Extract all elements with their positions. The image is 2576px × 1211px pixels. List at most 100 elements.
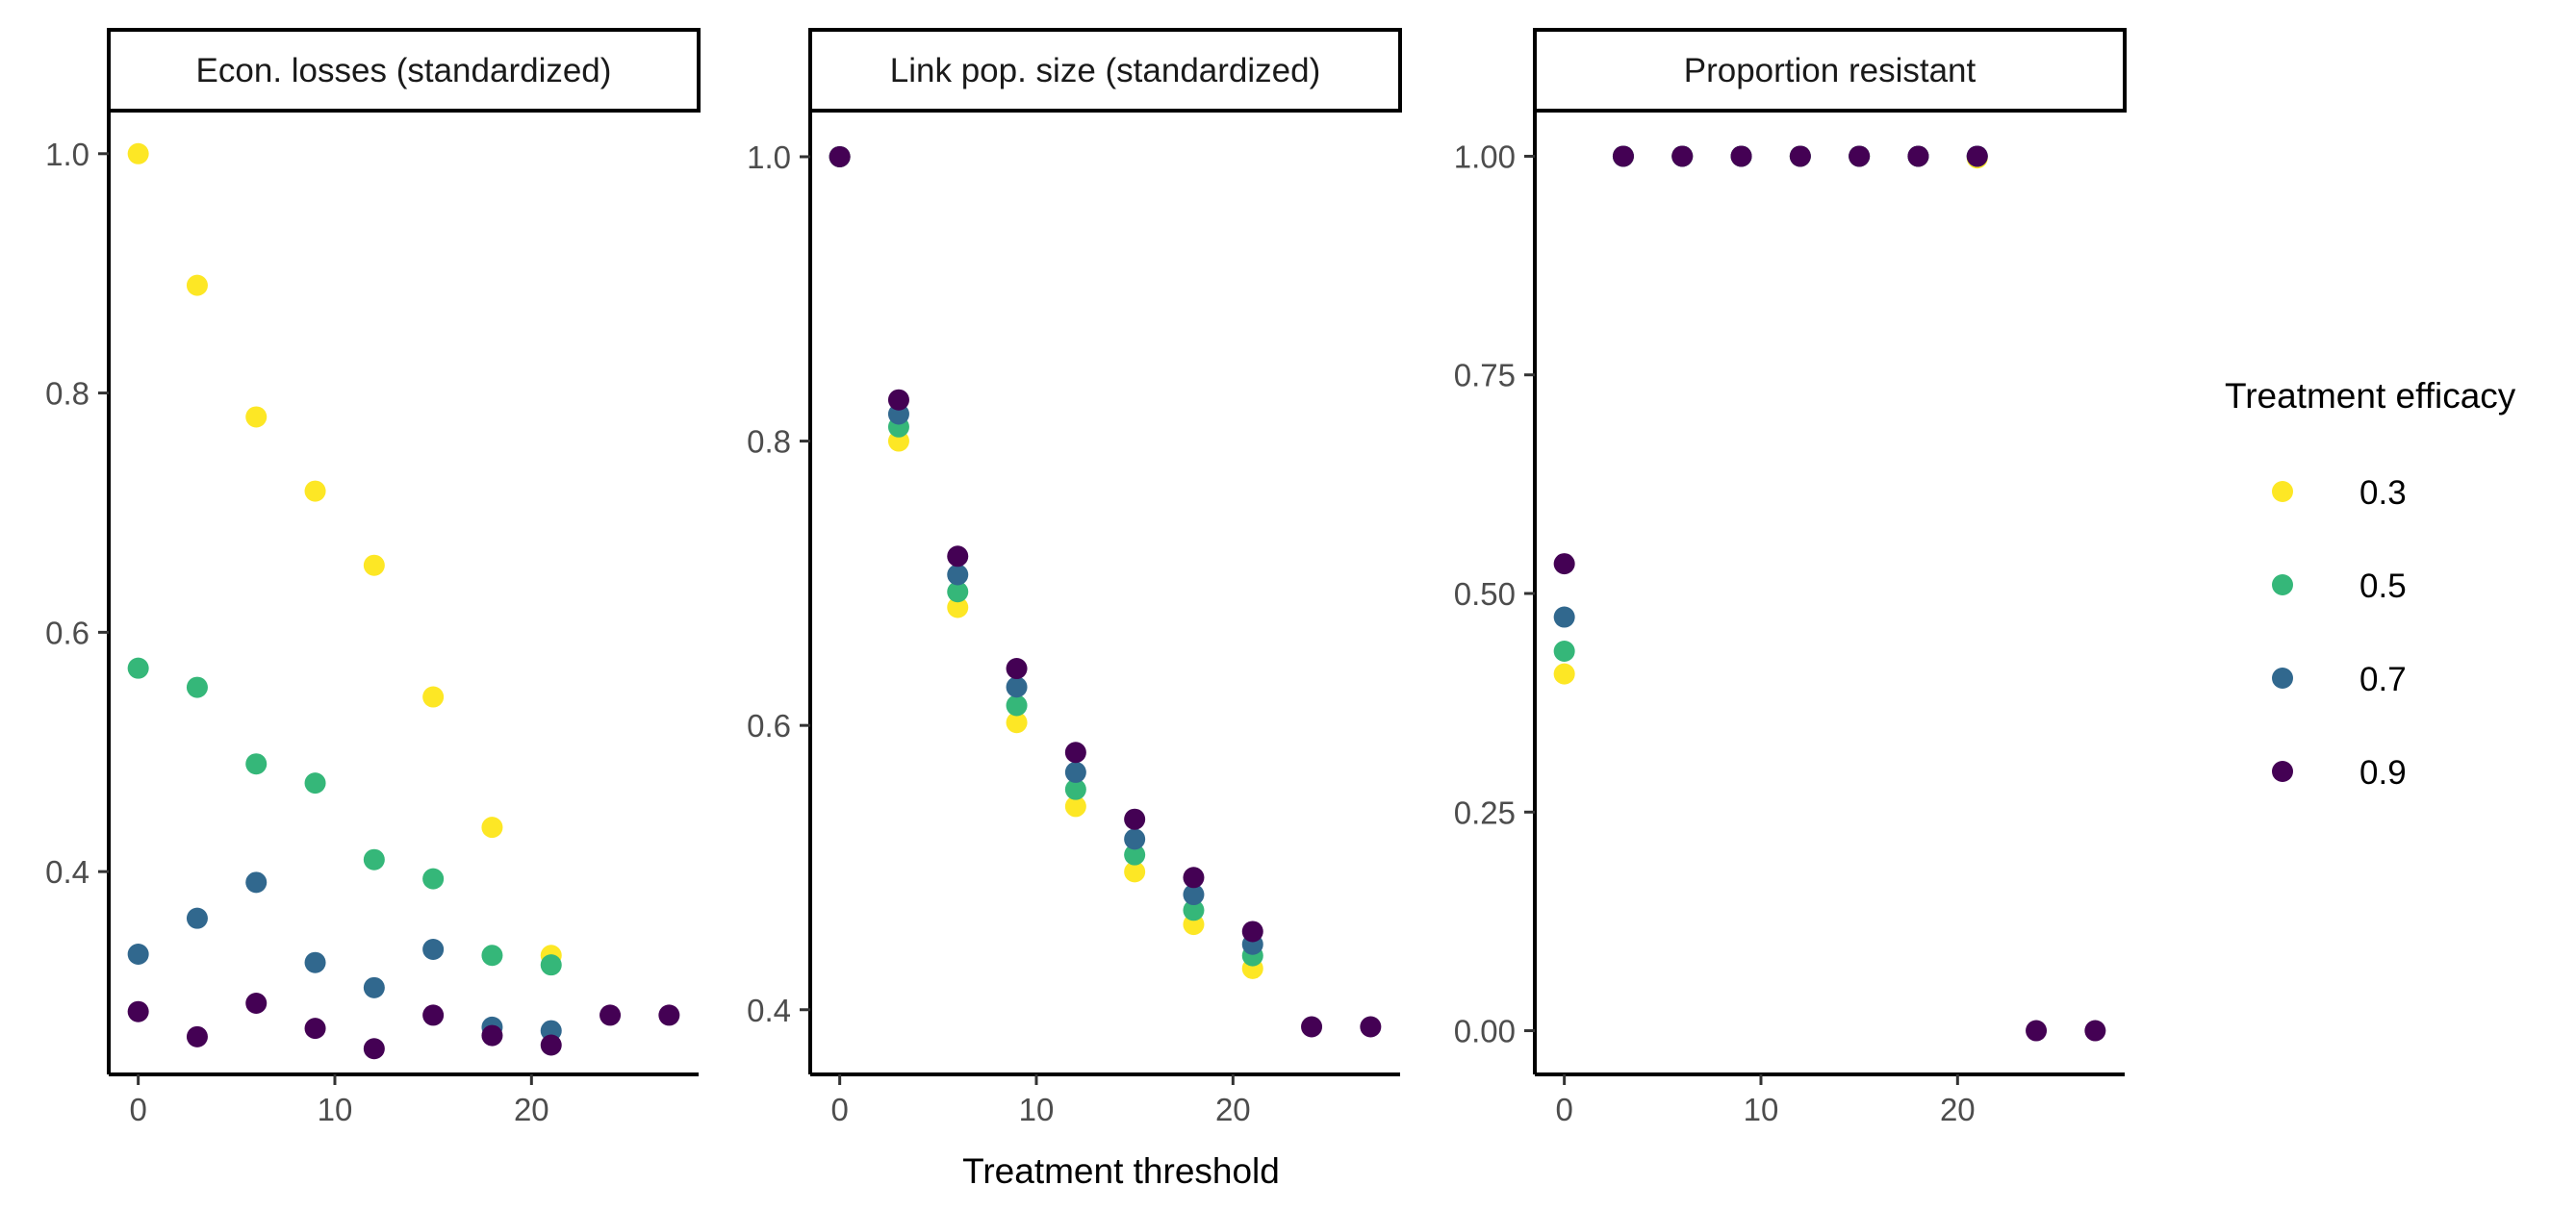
data-point <box>1183 899 1205 921</box>
y-tick-label: 0.25 <box>1454 795 1516 830</box>
data-point <box>1612 145 1634 167</box>
series-0.5 <box>1553 145 1988 662</box>
x-tick-label: 20 <box>1215 1092 1251 1127</box>
data-point <box>1124 861 1146 883</box>
series-0.9 <box>127 992 680 1060</box>
series-0.5 <box>127 657 562 976</box>
data-point <box>363 554 385 576</box>
data-point <box>422 686 445 708</box>
data-point <box>422 868 445 890</box>
data-point <box>127 657 149 679</box>
y-tick-label: 0.6 <box>747 708 791 744</box>
x-tick-label: 20 <box>514 1092 549 1127</box>
facet-panels: Econ. losses (standardized)0.40.60.81.00… <box>45 28 2127 1127</box>
x-tick-label: 10 <box>1019 1092 1055 1127</box>
data-point <box>481 817 503 839</box>
data-point <box>2084 1020 2106 1042</box>
y-tick-label: 0.4 <box>747 993 791 1028</box>
data-point <box>658 1004 680 1026</box>
facet-strip <box>107 28 701 113</box>
data-point <box>1966 145 1988 167</box>
data-point <box>1360 1016 1382 1038</box>
data-point <box>481 945 503 967</box>
data-point <box>599 1004 622 1026</box>
data-point <box>540 1034 562 1056</box>
data-point <box>186 676 208 698</box>
data-point <box>363 976 385 998</box>
data-point <box>1730 145 1752 167</box>
series-0.3 <box>1553 145 1988 685</box>
data-point <box>1671 145 1694 167</box>
data-point <box>245 871 268 894</box>
data-point <box>947 545 969 568</box>
data-point <box>1553 663 1575 685</box>
data-point <box>186 274 208 296</box>
data-point <box>829 145 851 167</box>
data-point <box>304 480 326 502</box>
legend-key <box>2272 481 2293 502</box>
legend-entry-0.9: 0.9 <box>2272 754 2407 792</box>
data-point <box>1183 867 1205 889</box>
data-point <box>1553 606 1575 628</box>
data-point <box>1789 145 1811 167</box>
series-0.9 <box>1553 145 2106 1042</box>
data-point <box>887 389 909 411</box>
x-tick-label: 10 <box>1744 1092 1779 1127</box>
y-tick-label: 0.6 <box>45 615 89 650</box>
data-point <box>245 753 268 775</box>
data-point <box>1553 641 1575 662</box>
data-point <box>947 564 969 586</box>
legend-label: 0.7 <box>2359 661 2407 698</box>
data-point <box>186 907 208 929</box>
data-point <box>1183 884 1205 906</box>
data-point <box>2026 1020 2048 1042</box>
data-point <box>1064 795 1086 818</box>
data-point <box>1064 778 1086 800</box>
data-point <box>1006 694 1028 717</box>
y-tick-label: 1.00 <box>1454 139 1516 174</box>
x-tick-label: 0 <box>1555 1092 1572 1127</box>
data-point <box>481 1024 503 1047</box>
data-point <box>1301 1016 1323 1038</box>
y-tick-label: 1.0 <box>747 139 791 175</box>
y-tick-label: 0.00 <box>1454 1014 1516 1049</box>
facet-panel-2: Link pop. size (standardized) 0.4 0.6 0.8 1.… <box>747 28 1402 1127</box>
data-point <box>1064 742 1086 764</box>
data-point <box>127 1000 149 1022</box>
series-0.9 <box>829 145 1382 1038</box>
x-tick-label: 0 <box>830 1092 848 1127</box>
y-tick-label: 1.0 <box>45 137 89 172</box>
data-point <box>1006 676 1028 698</box>
data-point <box>422 939 445 961</box>
data-point <box>1006 712 1028 734</box>
legend-title: Treatment efficacy <box>2225 376 2516 416</box>
facet-panel-1: Econ. losses (standardized) 0.4 0.6 0.8 1.0 0… <box>45 28 701 1127</box>
series-0.7 <box>829 145 1263 955</box>
data-point <box>304 951 326 973</box>
facet-strip <box>1533 28 2127 113</box>
legend-key <box>2272 761 2293 782</box>
legend-key <box>2272 574 2293 595</box>
facet-title: Link pop. size (standardized) <box>890 52 1320 89</box>
x-tick-label: 0 <box>129 1092 146 1127</box>
data-point <box>1124 808 1146 830</box>
data-point <box>422 1004 445 1026</box>
legend-label: 0.3 <box>2359 474 2407 512</box>
data-point <box>304 772 326 795</box>
data-point <box>1849 145 1871 167</box>
data-point <box>127 142 149 164</box>
legend-entries: 0.3 0.5 0.7 0.9 <box>2272 474 2407 792</box>
data-point <box>1064 761 1086 783</box>
y-tick-label: 0.75 <box>1454 358 1516 393</box>
y-tick-label: 0.50 <box>1454 576 1516 612</box>
data-point <box>1124 828 1146 850</box>
legend-label: 0.5 <box>2359 568 2407 605</box>
data-point <box>1553 553 1575 575</box>
y-tick-label: 0.8 <box>45 376 89 412</box>
data-point <box>363 848 385 870</box>
data-point <box>1907 145 1929 167</box>
data-point <box>127 943 149 965</box>
data-point <box>1006 658 1028 680</box>
data-point <box>363 1038 385 1060</box>
